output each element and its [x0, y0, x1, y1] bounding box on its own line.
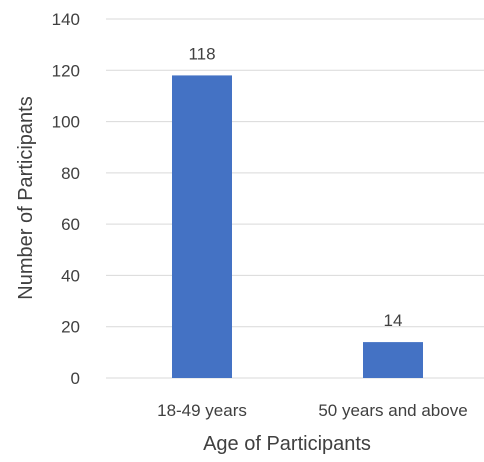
- y-tick-label: 40: [61, 266, 80, 285]
- x-axis-title: Age of Participants: [203, 433, 371, 455]
- x-axis-categories: 18-49 years 50 years and above: [157, 401, 468, 420]
- bar-1: [172, 75, 232, 379]
- bars: [172, 75, 423, 379]
- y-tick-label: 140: [52, 10, 80, 29]
- data-label-1: 118: [188, 44, 215, 63]
- gridlines: [106, 18, 484, 379]
- y-axis-title: Number of Participants: [15, 96, 37, 299]
- y-tick-label: 60: [61, 215, 80, 234]
- y-tick-label: 80: [61, 164, 80, 183]
- data-labels: 118 14: [188, 44, 402, 330]
- x-category-label-1: 18-49 years: [157, 401, 247, 420]
- bar-2: [363, 342, 423, 378]
- data-label-2: 14: [384, 311, 403, 330]
- y-tick-label: 0: [71, 369, 80, 388]
- y-axis-ticks: 0 20 40 60 80 100 120 140: [52, 10, 80, 388]
- x-category-label-2: 50 years and above: [318, 401, 467, 420]
- y-tick-label: 20: [61, 318, 80, 337]
- y-tick-label: 120: [52, 61, 80, 80]
- y-tick-label: 100: [52, 113, 80, 132]
